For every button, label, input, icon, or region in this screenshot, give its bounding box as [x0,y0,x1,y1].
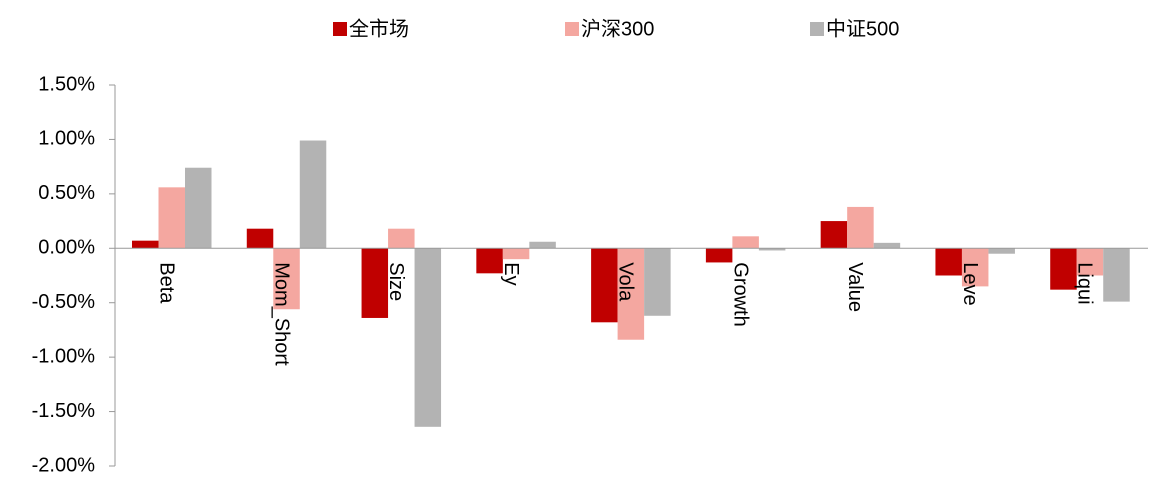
bar [529,241,556,249]
x-tick-label: Vola [615,262,637,302]
legend-label: 全市场 [349,17,409,40]
legend-label: 中证500 [826,17,899,40]
legend-label: 沪深300 [581,17,654,40]
bar [476,248,503,274]
x-tick-label: Leve [959,262,981,305]
legend-swatch [333,22,347,36]
bar [988,248,1015,254]
bar [1103,248,1130,302]
bar [617,248,645,340]
x-tick-label: Size [385,262,407,301]
bar [873,242,901,249]
bar [1050,248,1077,290]
bar [847,206,874,249]
bar [758,248,786,251]
x-tick-label: Value [844,262,866,312]
bar [1076,248,1104,276]
bar [185,167,212,249]
bar [132,240,159,249]
bar [361,248,389,318]
bar [961,248,989,287]
bar [705,248,733,263]
bar [299,140,327,249]
x-tick-label: Mom_Short [270,262,292,366]
bar [935,248,962,276]
y-tick-label: -2.00% [32,454,96,476]
bar [820,221,848,249]
bar [273,248,300,310]
x-tick-label: Beta [155,262,177,304]
legend-swatch [810,22,824,36]
bar [732,236,759,249]
y-tick-label: 0.50% [38,182,95,204]
bar [414,248,442,427]
y-tick-label: 1.50% [38,73,95,95]
bar [388,228,415,249]
bar [502,248,530,260]
y-tick-label: 1.00% [38,128,95,150]
x-tick-label: Growth [729,262,751,326]
y-tick-label: -1.00% [32,345,96,367]
y-tick-label: -1.50% [32,400,96,422]
x-tick-label: Liqui [1074,262,1096,304]
bar [591,248,618,323]
bar [246,228,274,249]
legend-swatch [565,22,579,36]
x-tick-label: Ey [500,262,522,285]
y-tick-label: 0.00% [38,237,95,259]
bar [644,248,671,316]
bar [158,187,185,249]
y-tick-label: -0.50% [32,291,96,313]
